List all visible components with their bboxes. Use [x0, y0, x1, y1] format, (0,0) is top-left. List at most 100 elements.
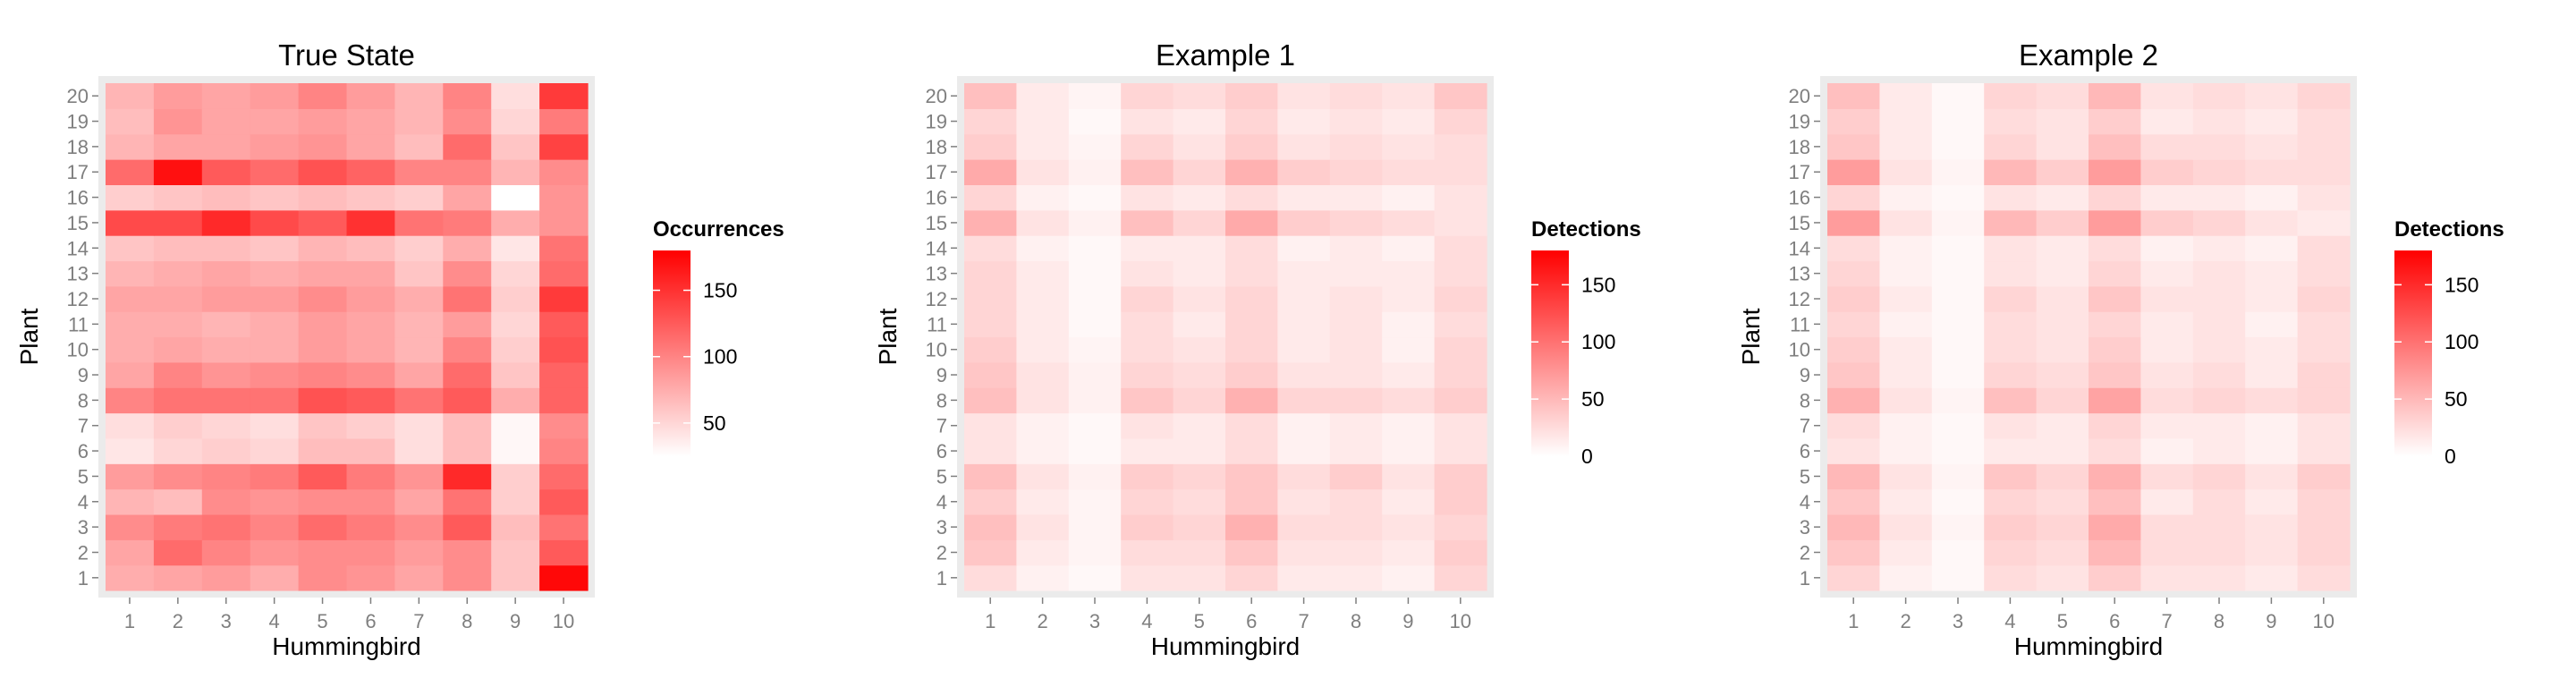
heatmap-cell	[964, 513, 1017, 540]
heatmap-cell	[2140, 412, 2194, 439]
heatmap-cell	[2036, 209, 2089, 236]
heatmap-cell	[2140, 159, 2194, 185]
heatmap-cell	[1879, 387, 1933, 414]
heatmap-cell	[153, 437, 203, 464]
x-tick-label: 5	[2057, 610, 2068, 632]
heatmap-cell	[2089, 133, 2141, 160]
heatmap-cell	[250, 564, 300, 591]
legend-tick-label: 100	[1581, 330, 1615, 353]
heatmap-cell	[1068, 159, 1122, 185]
heatmap-cell	[2089, 235, 2141, 262]
heatmap-cell	[1329, 412, 1383, 439]
heatmap-cell	[1225, 260, 1278, 287]
heatmap-cell	[1068, 209, 1122, 236]
heatmap-cell	[153, 108, 203, 135]
heatmap-cell	[1931, 361, 1985, 388]
heatmap-cell	[1121, 235, 1174, 262]
y-tick-label: 8	[78, 389, 89, 411]
heatmap-cell	[1277, 564, 1331, 591]
heatmap-cell	[2140, 184, 2194, 211]
heatmap-cell	[2089, 311, 2141, 338]
heatmap-cell	[106, 361, 155, 388]
y-tick-label: 5	[1800, 465, 1810, 488]
heatmap-cell	[1068, 285, 1122, 312]
x-tick-label: 3	[1089, 610, 1100, 632]
heatmap-cell	[1225, 539, 1278, 566]
heatmap-cell	[106, 463, 155, 490]
heatmap-cell	[539, 311, 589, 338]
heatmap-cell	[2297, 159, 2351, 185]
heatmap-cell	[1382, 235, 1436, 262]
heatmap-cell	[2297, 412, 2351, 439]
y-tick-label: 18	[926, 136, 947, 158]
y-tick-label: 16	[67, 187, 89, 209]
heatmap-cell	[1277, 108, 1331, 135]
heatmap-cell	[1121, 488, 1174, 515]
y-tick-label: 18	[67, 136, 89, 158]
heatmap-cell	[1173, 108, 1226, 135]
heatmap-cell	[1984, 539, 2038, 566]
heatmap-cell	[106, 513, 155, 540]
heatmap-cell	[1434, 133, 1487, 160]
heatmap-cell	[2140, 361, 2194, 388]
y-tick-label: 11	[927, 313, 947, 335]
heatmap-cell	[1434, 437, 1487, 464]
chart-panel: Example 11234567891011121314151617181920…	[874, 38, 1641, 660]
heatmap-cell	[1121, 513, 1174, 540]
y-tick-label: 15	[926, 212, 947, 234]
heatmap-cell	[346, 235, 395, 262]
heatmap-cell	[394, 184, 444, 211]
legend-title: Occurrences	[653, 217, 784, 242]
heatmap-cell	[1984, 108, 2038, 135]
heatmap-cell	[394, 513, 444, 540]
heatmap-cell	[201, 235, 251, 262]
heatmap-cell	[394, 488, 444, 515]
heatmap-cell	[2089, 336, 2141, 363]
heatmap-cell	[1277, 311, 1331, 338]
x-tick-label: 5	[317, 610, 327, 632]
heatmap-cell	[539, 387, 589, 414]
heatmap-cell	[964, 133, 1017, 160]
x-tick-label: 4	[269, 610, 280, 632]
y-tick-label: 2	[1800, 541, 1810, 564]
heatmap-cell	[1016, 361, 1070, 388]
y-tick-label: 1	[78, 567, 89, 589]
heatmap-cell	[2192, 184, 2246, 211]
y-tick-label: 20	[1789, 85, 1810, 107]
chart-title: True State	[278, 38, 415, 72]
heatmap-cell	[491, 235, 540, 262]
heatmap-cell	[1016, 184, 1070, 211]
heatmap-cell	[1277, 387, 1331, 414]
heatmap-cell	[1984, 133, 2038, 160]
heatmap-cell	[2192, 539, 2246, 566]
y-tick-label: 12	[1789, 288, 1810, 310]
heatmap-cell	[298, 412, 348, 439]
heatmap-cell	[298, 361, 348, 388]
heatmap-cell	[2036, 235, 2089, 262]
heatmap-cell	[1931, 184, 1985, 211]
heatmap-cell	[1984, 311, 2038, 338]
heatmap-cell	[1879, 133, 1933, 160]
heatmap-cell	[298, 336, 348, 363]
heatmap-cell	[1068, 184, 1122, 211]
heatmap-cell	[1225, 209, 1278, 236]
heatmap-cell	[106, 159, 155, 185]
heatmap-cell	[1382, 83, 1436, 109]
heatmap-cell	[1225, 488, 1278, 515]
heatmap-cell	[1068, 361, 1122, 388]
heatmap-cell	[250, 463, 300, 490]
heatmap-cell	[1931, 133, 1985, 160]
heatmap-cell	[2036, 336, 2089, 363]
heatmap-cell	[1931, 539, 1985, 566]
heatmap-cell	[1225, 463, 1278, 490]
heatmap-cell	[1879, 361, 1933, 388]
y-tick-label: 13	[1789, 263, 1810, 285]
y-tick-label: 12	[67, 288, 89, 310]
heatmap-cell	[1068, 463, 1122, 490]
heatmap-cell	[964, 412, 1017, 439]
heatmap-cell	[1382, 412, 1436, 439]
heatmap-cell	[1984, 463, 2038, 490]
heatmap-cell	[964, 159, 1017, 185]
heatmap-cell	[1121, 539, 1174, 566]
heatmap-cell	[1121, 133, 1174, 160]
